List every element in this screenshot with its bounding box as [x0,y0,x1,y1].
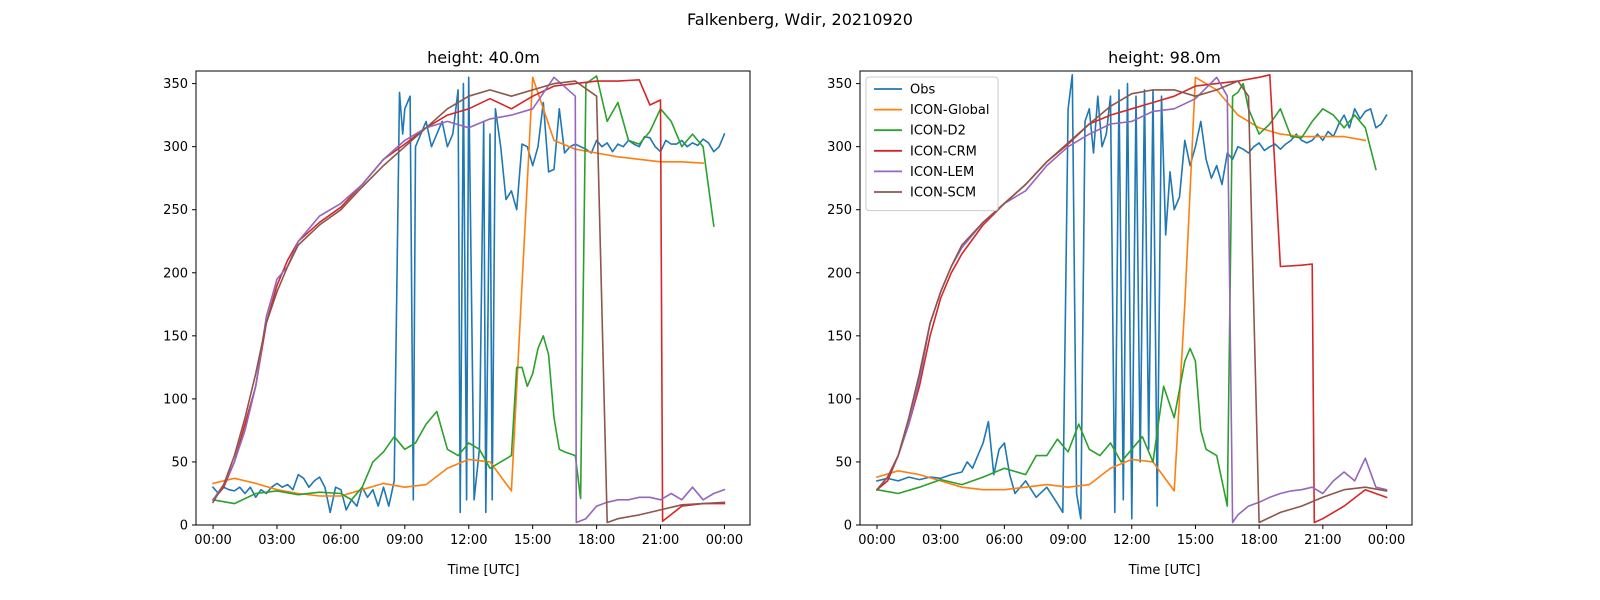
axes-frame [859,70,1413,526]
y-tick-label: 250 [163,203,188,218]
series-line-icon-scm [211,80,726,524]
y-tick-label: 100 [827,392,852,407]
plot-lines [211,75,726,524]
y-tick-label: 200 [827,266,852,281]
y-tick-label: 0 [844,519,852,534]
y-tick-label: 50 [835,455,852,470]
x-tick-label: 18:00 [578,533,615,548]
series-line-icon-global [876,76,1367,492]
y-tick-label: 150 [163,329,188,344]
x-tick-label: 15:00 [514,533,551,548]
series-line-icon-scm [875,80,1388,524]
x-tick-label: 09:00 [1049,533,1086,548]
chart-left: height: 40.0m Time [UTC] 00:00 03:00 06:00… [163,48,751,578]
x-tick-label: 21:00 [642,533,679,548]
series-line-icon-lem [211,76,726,524]
x-tick-label: 09:00 [386,533,423,548]
x-tick-label: 00:00 [194,533,231,548]
chart-right: height: 98.0m Time [UTC] 00:00 03:00 06:00… [827,48,1413,578]
x-tick-label: 06:00 [986,533,1023,548]
axes-frame [195,70,751,526]
series-line-obs [876,74,1388,520]
y-tick-label: 350 [163,77,188,92]
x-tick-label: 00:00 [858,533,895,548]
legend-label: ICON-LEM [910,165,974,180]
figure-title: Falkenberg, Wdir, 20210920 [687,10,913,29]
series-line-icon-global [212,76,704,497]
x-tick-label: 15:00 [1177,533,1214,548]
x-tick-label: 12:00 [1113,533,1150,548]
y-tick-label: 100 [163,392,188,407]
series-line-icon-crm [875,74,1388,524]
series-line-icon-d2 [212,75,715,505]
y-tick-label: 50 [171,455,188,470]
x-tick-label: 21:00 [1304,533,1341,548]
series-line-icon-d2 [876,82,1377,507]
y-tick-label: 0 [180,519,188,534]
y-tick-label: 150 [827,329,852,344]
plot-lines [875,74,1388,524]
y-tick-label: 350 [827,77,852,92]
y-tick-label: 250 [827,203,852,218]
x-axis-label: Time [UTC] [1128,563,1201,578]
legend: Obs ICON-Global ICON-D2 ICON-CRM ICON-LEM ICO… [865,76,999,212]
legend-label: ICON-D2 [910,124,966,139]
legend-label: Obs [910,83,935,98]
x-tick-label: 00:00 [1368,533,1405,548]
series-line-obs [211,76,726,514]
x-tick-label: 03:00 [922,533,959,548]
chart-title: height: 98.0m [1108,48,1221,67]
legend-label: ICON-Global [910,103,990,118]
chart-title: height: 40.0m [427,48,540,67]
x-tick-label: 18:00 [1240,533,1277,548]
y-tick-label: 200 [163,266,188,281]
x-tick-label: 00:00 [706,533,743,548]
legend-label: ICON-CRM [910,144,977,159]
y-tick-label: 300 [827,140,852,155]
x-tick-label: 12:00 [450,533,487,548]
x-tick-label: 06:00 [322,533,359,548]
x-axis-label: Time [UTC] [447,563,520,578]
x-tick-label: 03:00 [258,533,295,548]
legend-label: ICON-SCM [910,186,976,201]
y-tick-label: 300 [163,140,188,155]
